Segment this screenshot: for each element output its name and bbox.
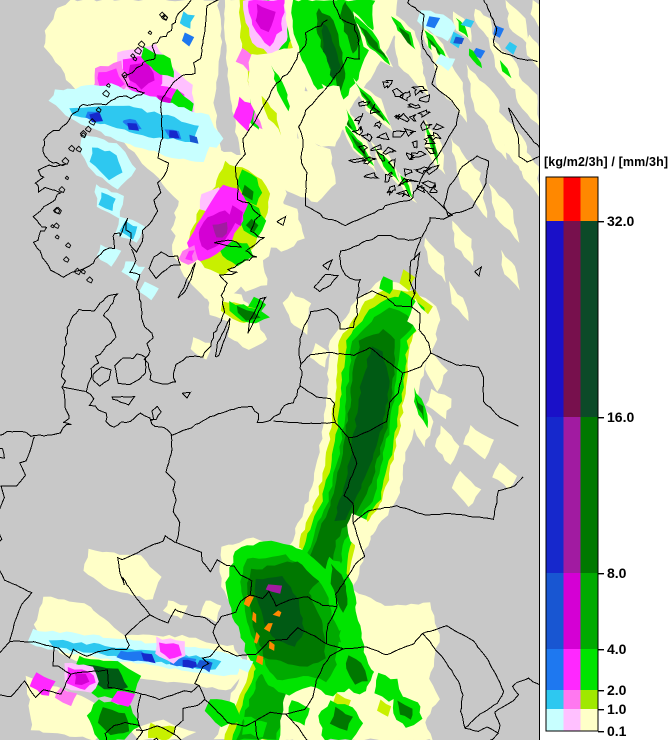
svg-text:[kg/m2/3h] / [mm/3h]: [kg/m2/3h] / [mm/3h] [544,155,668,169]
svg-text:32.0: 32.0 [607,213,634,229]
svg-text:1.0: 1.0 [607,701,627,717]
svg-text:8.0: 8.0 [607,565,627,581]
svg-text:16.0: 16.0 [607,409,634,425]
svg-text:4.0: 4.0 [607,641,627,657]
svg-text:0.1: 0.1 [607,723,627,739]
svg-text:2.0: 2.0 [607,682,627,698]
